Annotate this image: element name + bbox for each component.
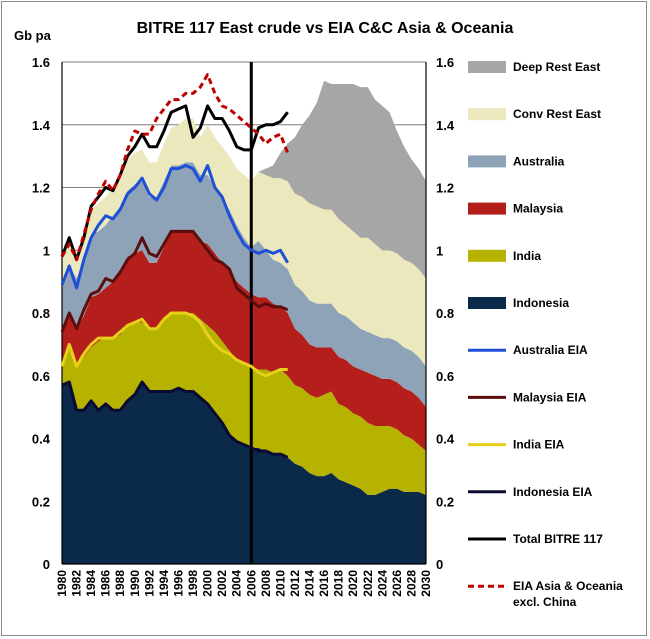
legend-label: India [513, 249, 541, 263]
legend-item: Indonesia EIA [468, 485, 593, 499]
x-tick-label: 2014 [303, 570, 317, 597]
y-tick-label-right: 0.8 [436, 306, 454, 321]
x-tick-label: 1998 [186, 570, 200, 597]
area-australia [62, 162, 426, 408]
chart-title: BITRE 117 East crude vs EIA C&C Asia & O… [137, 20, 514, 37]
y-tick-label-left: 1 [43, 243, 50, 258]
legend: Deep Rest East Conv Rest East Australia Mal… [468, 60, 623, 609]
x-tick-label: 2024 [375, 570, 389, 597]
legend-label: excl. China [513, 595, 577, 609]
x-tick-label: 2016 [317, 570, 331, 597]
x-tick-label: 2030 [419, 570, 433, 597]
legend-label: Indonesia [513, 296, 569, 310]
y-tick-label-left: 0.4 [32, 432, 51, 447]
line-indonesia-eia [61, 380, 289, 459]
y-tick-label-left: 0.2 [32, 494, 50, 509]
x-tick-label: 1986 [99, 570, 113, 597]
line-india-eia [60, 311, 288, 378]
x-tick-label: 2008 [259, 570, 273, 597]
x-tick-label: 1988 [113, 570, 127, 597]
x-tick-label: 2022 [361, 570, 375, 597]
legend-item: Malaysia [468, 202, 563, 216]
legend-item: Indonesia [468, 296, 569, 310]
legend-item: Malaysia EIA [468, 390, 587, 404]
legend-swatch [468, 61, 506, 73]
line-eia-asia-oceania-excl-china [60, 73, 290, 262]
y-tick-label-right: 1 [436, 243, 443, 258]
legend-label: Australia EIA [513, 343, 588, 357]
line-total-bitre-117 [60, 104, 289, 262]
legend-label: Australia [513, 154, 565, 168]
y-tick-label-right: 0.6 [436, 369, 454, 384]
legend-label: Deep Rest East [513, 60, 600, 74]
legend-label: Malaysia EIA [513, 390, 587, 404]
y-tick-label-right: 0 [436, 557, 443, 572]
x-tick-label: 2020 [346, 570, 360, 597]
legend-label: Conv Rest East [513, 107, 601, 121]
x-tick-label: 2028 [404, 570, 418, 597]
x-tick-label: 2026 [390, 570, 404, 597]
y-tick-label-right: 1.4 [436, 118, 455, 133]
y-tick-label-right: 1.6 [436, 55, 454, 70]
area-deep-rest-east [62, 80, 426, 279]
y-tick-label-right: 0.2 [436, 494, 454, 509]
x-tick-label: 1996 [171, 570, 185, 597]
x-tick-label: 2002 [215, 570, 229, 597]
legend-item: Conv Rest East [468, 107, 601, 121]
line-australia-eia [60, 164, 289, 290]
legend-swatch [468, 249, 506, 262]
legend-item: EIA Asia & Oceania excl. China [468, 579, 623, 609]
y-tick-label-right: 1.2 [436, 181, 454, 196]
legend-item: Australia [468, 154, 565, 168]
x-tick-label: 2006 [244, 570, 258, 597]
x-tick-label: 2004 [230, 570, 244, 597]
legend-swatch [468, 155, 506, 168]
y-tick-label-left: 1.2 [32, 181, 50, 196]
legend-item: India EIA [468, 438, 565, 452]
legend-item: Australia EIA [468, 343, 588, 357]
x-tick-label: 2010 [273, 570, 287, 597]
legend-swatch [468, 297, 506, 309]
x-tick-label: 1994 [157, 570, 171, 597]
y-tick-label-left: 1.6 [32, 55, 50, 70]
y-tick-label-left: 0.6 [32, 369, 50, 384]
y-tick-label-left: 0 [43, 557, 50, 572]
plot-area: 0 0 0.2 0.2 0.4 0.4 0.6 0.6 0.8 0.8 1 1 1.2 1.2 1.4 1.4… [32, 55, 455, 597]
x-tick-label: 1984 [84, 570, 98, 597]
x-tick-label: 1980 [55, 570, 69, 597]
legend-item: India [468, 249, 541, 263]
x-tick-label: 2012 [288, 570, 302, 597]
x-tick-label: 1982 [70, 570, 84, 597]
area-malaysia [62, 231, 426, 452]
line-malaysia-eia [60, 229, 289, 333]
legend-label: Total BITRE 117 [513, 532, 603, 546]
legend-swatch [468, 108, 506, 121]
area-conv-rest-east [62, 118, 426, 367]
area-india [62, 313, 426, 495]
legend-label: Malaysia [513, 202, 563, 216]
legend-item: Deep Rest East [468, 60, 600, 74]
legend-label: EIA Asia & Oceania [513, 579, 623, 593]
legend-label: Indonesia EIA [513, 485, 593, 499]
legend-swatch [468, 202, 506, 215]
y-tick-label-right: 0.4 [436, 432, 455, 447]
legend-label: India EIA [513, 438, 565, 452]
y-tick-label-left: 0.8 [32, 306, 50, 321]
y-tick-label-left: 1.4 [32, 118, 51, 133]
x-tick-label: 2000 [201, 570, 215, 597]
area-indonesia [62, 382, 426, 564]
x-tick-label: 2018 [332, 570, 346, 597]
x-tick-label: 1992 [142, 570, 156, 597]
legend-item: Total BITRE 117 [468, 532, 603, 546]
x-tick-label: 1990 [128, 570, 142, 597]
y-axis-unit-label: Gb pa [14, 28, 52, 43]
